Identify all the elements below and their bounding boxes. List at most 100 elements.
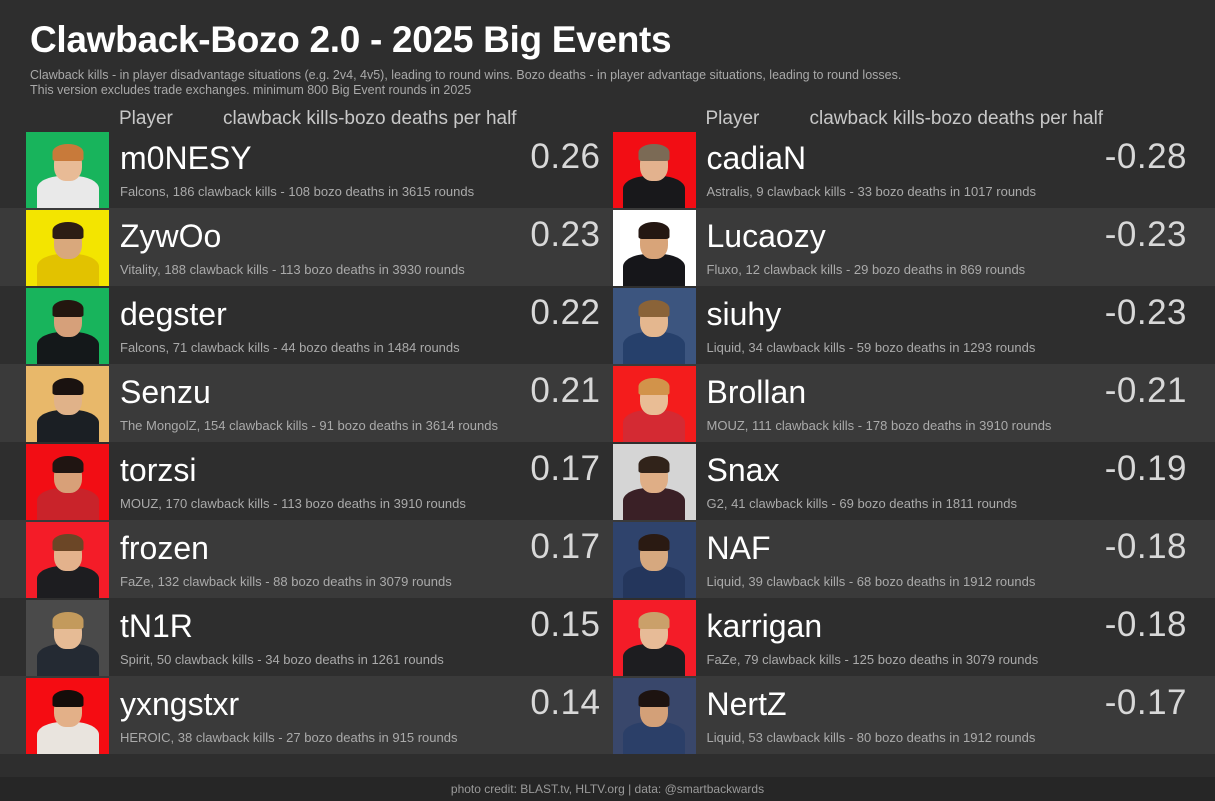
avatar-hair bbox=[52, 299, 83, 317]
avatar-hair bbox=[52, 377, 83, 395]
player-detail: Falcons, 186 clawback kills - 108 bozo d… bbox=[120, 184, 475, 199]
player-value: 0.17 bbox=[530, 527, 601, 566]
player-value: -0.28 bbox=[1104, 137, 1187, 176]
avatar-portrait bbox=[621, 372, 687, 442]
header-player-left: Player bbox=[119, 108, 173, 129]
leaderboard-row: yxngstxr 0.14 HEROIC, 38 clawback kills - … bbox=[0, 676, 1215, 754]
column-header-right: Player clawback kills-bozo deaths per ha… bbox=[613, 108, 1190, 130]
player-avatar bbox=[26, 443, 109, 520]
player-name: karrigan bbox=[706, 608, 823, 644]
row-inner: degster 0.22 Falcons, 71 clawback kills - … bbox=[0, 286, 1215, 364]
player-info: ZywOo 0.23 Vitality, 188 clawback kills - … bbox=[109, 208, 603, 286]
row-inner: ZywOo 0.23 Vitality, 188 clawback kills - … bbox=[0, 208, 1215, 286]
player-detail: Liquid, 34 clawback kills - 59 bozo deat… bbox=[706, 340, 1036, 355]
avatar-hair bbox=[52, 533, 83, 551]
player-info: Brollan -0.21 MOUZ, 111 clawback kills - 1… bbox=[696, 364, 1190, 442]
player-name: frozen bbox=[120, 530, 209, 566]
player-name: cadiaN bbox=[706, 140, 807, 176]
player-row: m0NESY 0.26 Falcons, 186 clawback kills - … bbox=[26, 130, 603, 208]
player-avatar bbox=[26, 365, 109, 442]
player-row: siuhy -0.23 Liquid, 34 clawback kills - 59… bbox=[612, 286, 1190, 364]
player-info: NertZ -0.17 Liquid, 53 clawback kills - 80… bbox=[696, 676, 1190, 754]
player-detail: The MongolZ, 154 clawback kills - 91 boz… bbox=[120, 418, 498, 433]
player-avatar bbox=[612, 599, 696, 676]
player-row: cadiaN -0.28 Astralis, 9 clawback kills - … bbox=[612, 130, 1190, 208]
player-row: ZywOo 0.23 Vitality, 188 clawback kills - … bbox=[26, 208, 603, 286]
avatar-jersey bbox=[36, 643, 99, 676]
player-avatar bbox=[612, 365, 696, 442]
player-name: yxngstxr bbox=[120, 686, 240, 722]
header: Clawback-Bozo 2.0 - 2025 Big Events Claw… bbox=[0, 0, 1215, 97]
player-avatar bbox=[612, 443, 696, 520]
player-detail: Astralis, 9 clawback kills - 33 bozo dea… bbox=[706, 184, 1037, 199]
player-detail: MOUZ, 170 clawback kills - 113 bozo deat… bbox=[120, 496, 466, 511]
avatar-portrait bbox=[621, 684, 687, 754]
avatar-jersey bbox=[36, 253, 99, 286]
avatar-jersey bbox=[623, 175, 685, 208]
avatar-portrait bbox=[621, 138, 687, 208]
avatar-portrait bbox=[621, 294, 687, 364]
player-value: -0.19 bbox=[1104, 449, 1187, 488]
player-name: NertZ bbox=[706, 686, 787, 722]
avatar-portrait bbox=[35, 294, 101, 364]
player-value: -0.23 bbox=[1104, 293, 1187, 332]
player-name: m0NESY bbox=[120, 140, 252, 176]
player-info: degster 0.22 Falcons, 71 clawback kills - … bbox=[109, 286, 603, 364]
player-avatar bbox=[26, 287, 109, 364]
player-info: torzsi 0.17 MOUZ, 170 clawback kills - 113… bbox=[109, 442, 603, 520]
player-detail: G2, 41 clawback kills - 69 bozo deaths i… bbox=[706, 496, 1018, 511]
player-name: torzsi bbox=[120, 452, 197, 488]
player-detail: Spirit, 50 clawback kills - 34 bozo deat… bbox=[120, 652, 444, 667]
player-info: Senzu 0.21 The MongolZ, 154 clawback kills… bbox=[109, 364, 603, 442]
player-avatar bbox=[612, 677, 696, 754]
avatar-portrait bbox=[35, 684, 101, 754]
avatar-hair bbox=[638, 377, 670, 395]
player-avatar bbox=[612, 209, 696, 286]
leaderboard-row: torzsi 0.17 MOUZ, 170 clawback kills - 113… bbox=[0, 442, 1215, 520]
player-info: tN1R 0.15 Spirit, 50 clawback kills - 34 b… bbox=[109, 598, 603, 676]
leaderboard-row: Senzu 0.21 The MongolZ, 154 clawback kills… bbox=[0, 364, 1215, 442]
avatar-jersey bbox=[623, 721, 685, 754]
player-value: 0.17 bbox=[530, 449, 601, 488]
header-metric-left: clawback kills-bozo deaths per half bbox=[223, 108, 517, 129]
avatar-hair bbox=[638, 143, 670, 161]
header-metric-right: clawback kills-bozo deaths per half bbox=[809, 108, 1104, 129]
avatar-jersey bbox=[623, 643, 685, 676]
player-avatar bbox=[612, 131, 696, 208]
row-inner: m0NESY 0.26 Falcons, 186 clawback kills - … bbox=[0, 130, 1215, 208]
avatar-portrait bbox=[35, 606, 101, 676]
row-inner: torzsi 0.17 MOUZ, 170 clawback kills - 113… bbox=[0, 442, 1215, 520]
player-info: frozen 0.17 FaZe, 132 clawback kills - 88 … bbox=[109, 520, 603, 598]
player-detail: HEROIC, 38 clawback kills - 27 bozo deat… bbox=[120, 730, 458, 745]
avatar-jersey bbox=[623, 331, 685, 364]
player-name: Snax bbox=[706, 452, 780, 488]
player-value: 0.22 bbox=[530, 293, 601, 332]
player-detail: Liquid, 53 clawback kills - 80 bozo deat… bbox=[706, 730, 1036, 745]
column-header-left: Player clawback kills-bozo deaths per ha… bbox=[26, 108, 603, 130]
player-value: 0.14 bbox=[530, 683, 601, 722]
player-value: -0.17 bbox=[1104, 683, 1187, 722]
avatar-hair bbox=[638, 221, 670, 239]
subtitle-line-1: Clawback kills - in player disadvantage … bbox=[30, 68, 902, 82]
row-inner: frozen 0.17 FaZe, 132 clawback kills - 88 … bbox=[0, 520, 1215, 598]
avatar-jersey bbox=[623, 253, 685, 286]
avatar-jersey bbox=[36, 721, 99, 754]
player-row: torzsi 0.17 MOUZ, 170 clawback kills - 113… bbox=[26, 442, 603, 520]
player-row: Snax -0.19 G2, 41 clawback kills - 69 bozo… bbox=[612, 442, 1190, 520]
player-info: karrigan -0.18 FaZe, 79 clawback kills - 1… bbox=[696, 598, 1190, 676]
avatar-portrait bbox=[35, 528, 101, 598]
player-detail: Fluxo, 12 clawback kills - 29 bozo death… bbox=[706, 262, 1026, 277]
player-detail: Falcons, 71 clawback kills - 44 bozo dea… bbox=[120, 340, 460, 355]
player-name: NAF bbox=[706, 530, 771, 566]
leaderboard-row: tN1R 0.15 Spirit, 50 clawback kills - 34 b… bbox=[0, 598, 1215, 676]
avatar-portrait bbox=[621, 528, 687, 598]
player-row: Lucaozy -0.23 Fluxo, 12 clawback kills - 2… bbox=[612, 208, 1190, 286]
avatar-hair bbox=[638, 611, 670, 629]
player-info: Lucaozy -0.23 Fluxo, 12 clawback kills - 2… bbox=[696, 208, 1190, 286]
avatar-portrait bbox=[35, 138, 101, 208]
player-avatar bbox=[26, 521, 109, 598]
player-detail: MOUZ, 111 clawback kills - 178 bozo deat… bbox=[706, 418, 1052, 433]
leaderboard-row: m0NESY 0.26 Falcons, 186 clawback kills - … bbox=[0, 130, 1215, 208]
player-value: 0.26 bbox=[530, 137, 601, 176]
